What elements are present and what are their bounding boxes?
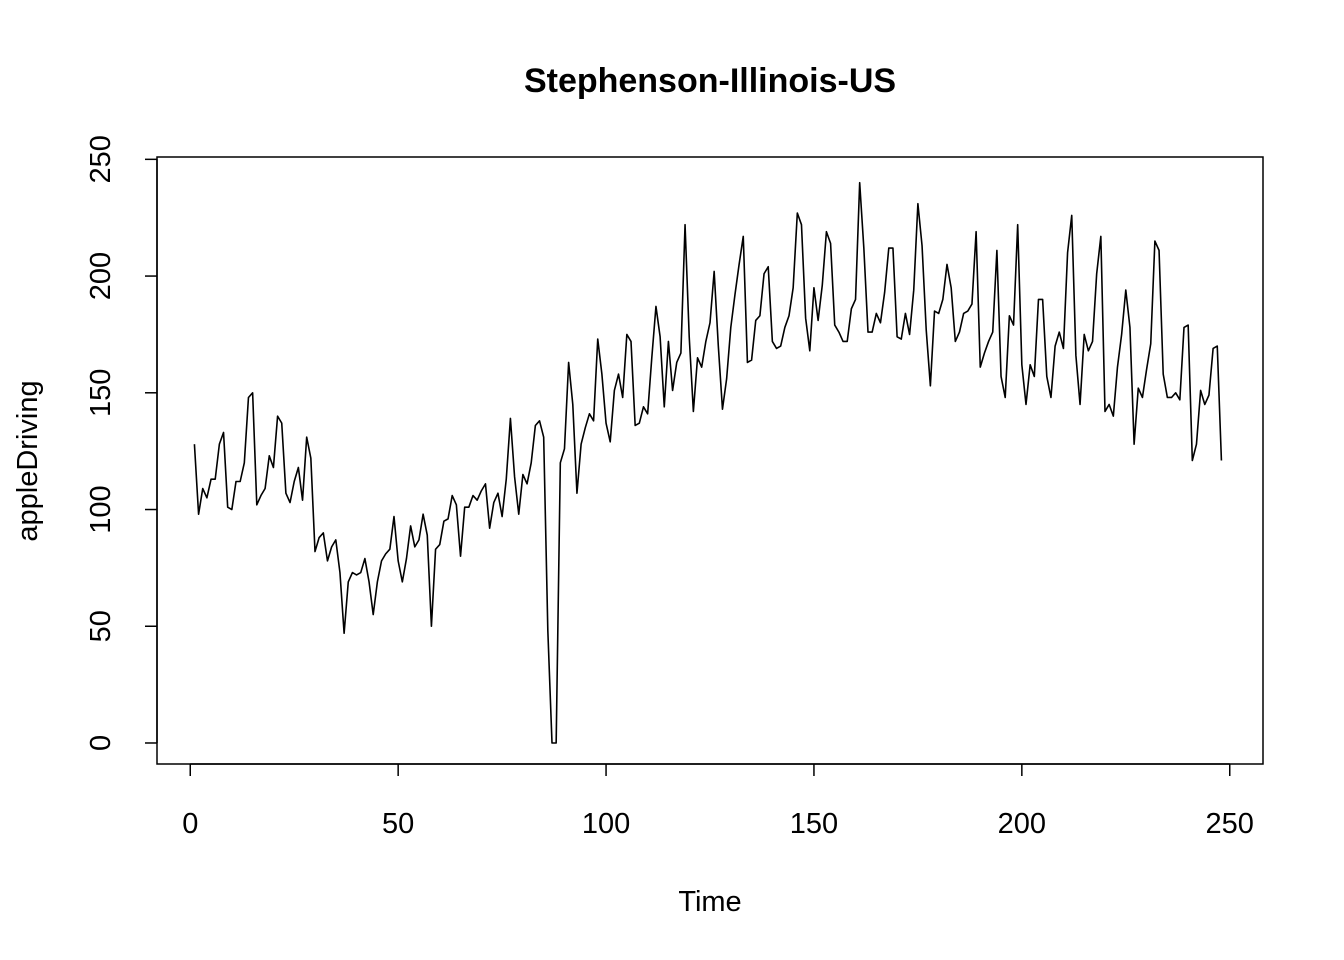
- x-tick-label: 250: [1206, 808, 1254, 840]
- chart-title: Stephenson-Illinois-US: [524, 62, 896, 100]
- series-line-appledriving: [193, 181, 1223, 744]
- y-tick-label: 0: [85, 735, 117, 751]
- y-tick-label: 200: [85, 252, 117, 300]
- y-tick-label: 250: [85, 135, 117, 183]
- x-axis: 0 50 100 150 200 250: [182, 763, 1254, 840]
- y-tick-label: 100: [85, 485, 117, 533]
- y-axis: 0 50 100 150 200 250: [85, 135, 158, 751]
- y-tick-label: 50: [85, 610, 117, 642]
- x-tick-label: 150: [790, 808, 838, 840]
- y-tick-label: 150: [85, 369, 117, 417]
- x-tick-label: 100: [582, 808, 630, 840]
- x-tick-label: 0: [182, 808, 198, 840]
- plot-frame: [156, 156, 1264, 765]
- x-axis-label: Time: [678, 886, 741, 918]
- x-tick-label: 50: [382, 808, 414, 840]
- x-tick-label: 200: [998, 808, 1046, 840]
- y-axis-label: appleDriving: [12, 380, 44, 541]
